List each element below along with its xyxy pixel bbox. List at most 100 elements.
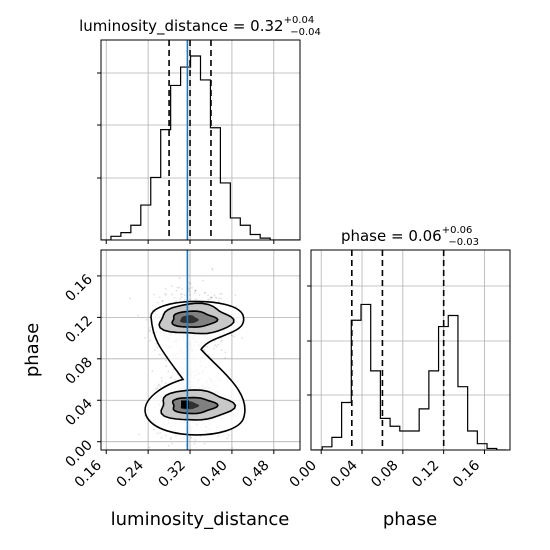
scatter-point bbox=[161, 299, 164, 302]
scatter-point bbox=[190, 436, 192, 439]
scatter-point bbox=[194, 298, 197, 301]
hist-luminosity-distance-ticks bbox=[97, 72, 275, 244]
scatter-point bbox=[158, 353, 161, 356]
scatter-point bbox=[169, 376, 172, 379]
density-contour-lines bbox=[144, 300, 246, 436]
scatter-point bbox=[155, 387, 158, 390]
scatter-point bbox=[156, 387, 159, 390]
scatter-point bbox=[188, 281, 191, 284]
contour-line-mid bbox=[160, 389, 237, 421]
scatter-point bbox=[178, 277, 181, 279]
scatter-point bbox=[191, 286, 193, 289]
scatter-point bbox=[175, 289, 178, 292]
hist-phase-title-sup: +0.06 bbox=[442, 225, 473, 236]
scatter-point bbox=[211, 268, 214, 271]
contour-line-inner bbox=[171, 310, 219, 328]
scatter-point bbox=[215, 296, 218, 299]
scatter-point bbox=[215, 345, 218, 348]
scatter-point bbox=[214, 344, 217, 346]
scatter-point bbox=[179, 293, 182, 295]
scatter-point bbox=[137, 314, 139, 317]
scatter-point bbox=[189, 294, 192, 296]
hist-phase-xlabel: phase bbox=[383, 509, 437, 530]
scatter-point bbox=[194, 289, 197, 292]
scatter-point bbox=[148, 329, 151, 332]
scatter-point bbox=[153, 293, 155, 296]
scatter-point bbox=[220, 340, 222, 343]
scatter-point bbox=[227, 434, 230, 437]
scatter-point bbox=[138, 433, 141, 436]
scatter-point bbox=[158, 296, 161, 299]
scatter-point bbox=[198, 293, 201, 296]
scatter-point bbox=[129, 297, 131, 300]
scatter-point bbox=[212, 347, 215, 350]
scatter-point bbox=[189, 298, 192, 301]
scatter-point bbox=[167, 444, 170, 447]
x-tick-label: 0.40 bbox=[197, 458, 230, 491]
scatter-point bbox=[226, 437, 229, 440]
scatter-point bbox=[207, 354, 210, 357]
hist-luminosity-distance-bars bbox=[101, 55, 300, 240]
hist-luminosity-distance-frame bbox=[100, 39, 301, 241]
scatter-point bbox=[194, 439, 197, 441]
scatter-point bbox=[183, 298, 186, 301]
x-tick-label: 0.08 bbox=[368, 458, 401, 491]
y-tick-label: 0.08 bbox=[62, 354, 95, 387]
scatter-point bbox=[224, 357, 227, 359]
scatter-point bbox=[201, 279, 204, 282]
contour-line-inner bbox=[171, 396, 219, 415]
scatter-point bbox=[180, 296, 183, 298]
scatter-point bbox=[220, 337, 223, 340]
scatter-point bbox=[164, 288, 167, 290]
scatter-point bbox=[211, 296, 214, 299]
contour-peak bbox=[181, 400, 190, 409]
hist-luminosity-distance-panel: luminosity_distance = 0.32+0.04 −0.04 bbox=[79, 15, 321, 244]
scatter-point bbox=[157, 385, 159, 387]
scatter-point bbox=[217, 435, 220, 437]
x-tick-label: 0.16 bbox=[450, 457, 483, 490]
histogram-step-line bbox=[312, 303, 507, 450]
scatter-point bbox=[213, 340, 216, 342]
scatter-point bbox=[169, 438, 172, 441]
scatter-point bbox=[206, 345, 209, 348]
scatter-point bbox=[231, 446, 234, 449]
scatter-point bbox=[170, 436, 172, 439]
scatter-point bbox=[203, 349, 206, 352]
scatter-point bbox=[235, 305, 237, 308]
scatter-point bbox=[156, 346, 159, 349]
scatter-point bbox=[217, 300, 220, 303]
scatter-point bbox=[232, 335, 235, 338]
scatter-point bbox=[174, 378, 177, 381]
density-panel: 0.16 0.24 0.32 0.40 0.480.000.040.080.120.16 bbox=[62, 249, 301, 491]
scatter-point bbox=[220, 297, 223, 300]
density-ylabel: phase bbox=[22, 323, 43, 377]
contour-line-mid bbox=[158, 302, 235, 335]
scatter-point bbox=[171, 293, 174, 296]
scatter-point bbox=[153, 428, 156, 431]
density-xlabel: luminosity_distance bbox=[111, 509, 290, 530]
scatter-point bbox=[208, 298, 211, 301]
scatter-point bbox=[158, 383, 160, 386]
scatter-point bbox=[176, 286, 179, 289]
scatter-point bbox=[173, 296, 176, 299]
scatter-point bbox=[144, 336, 146, 339]
scatter-point bbox=[160, 376, 163, 379]
scatter-point bbox=[172, 368, 175, 371]
scatter-point bbox=[234, 294, 237, 296]
scatter-point bbox=[224, 351, 227, 354]
scatter-point bbox=[164, 434, 167, 437]
x-tick-label: 0.24 bbox=[114, 457, 147, 490]
scatter-point bbox=[162, 300, 164, 303]
scatter-point bbox=[213, 294, 216, 297]
scatter-point bbox=[230, 334, 233, 337]
scatter-point bbox=[211, 267, 214, 270]
x-tick-label: 0.04 bbox=[327, 457, 360, 490]
scatter-point bbox=[203, 442, 206, 445]
scatter-point bbox=[220, 349, 223, 352]
scatter-point bbox=[165, 359, 168, 362]
hist-luminosity-distance-title-sub: −0.04 bbox=[290, 27, 321, 38]
scatter-point bbox=[203, 348, 206, 351]
hist-phase-ticks: 0.00 0.04 0.08 0.12 0.16 bbox=[287, 285, 485, 491]
scatter-point bbox=[156, 301, 159, 304]
scatter-point bbox=[204, 292, 207, 294]
